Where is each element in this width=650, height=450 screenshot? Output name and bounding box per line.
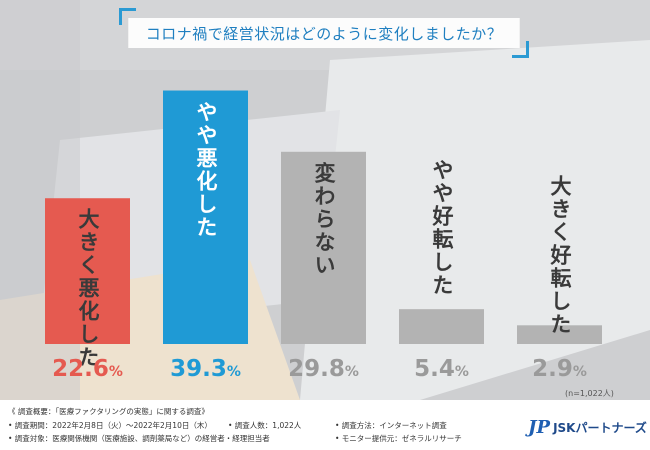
value-label-5: 2.9% [532, 356, 587, 382]
survey-method: • 調査方法：インターネット調査 [335, 421, 447, 430]
value-label-2: 39.3% [170, 356, 241, 382]
brand-logo: JP JSKパートナーズ [528, 417, 647, 438]
category-label-2: やや悪化した [194, 100, 218, 239]
bar-5 [517, 325, 602, 344]
bar-1 [45, 198, 130, 344]
bar-4 [399, 309, 484, 344]
monitor-provider: • モニター提供元：ゼネラルリサーチ [335, 434, 462, 443]
value-label-3: 29.8% [288, 356, 359, 382]
category-label-1: 大きく悪化した [76, 208, 100, 370]
category-label-4: やや好転した [430, 159, 454, 298]
survey-period: • 調査期間：2022年2月8日（火）～2022年2月10日（木） [8, 421, 212, 430]
bar-2 [163, 90, 248, 344]
footer: 《 調査概要：「医療ファクタリングの実態」に関する調査》 • 調査期間：2022… [0, 400, 650, 450]
bar-3 [281, 151, 366, 344]
sample-size-note: (n=1,022人) [565, 389, 614, 398]
survey-target: • 調査対象：医療関係機関（医療施設、調剤薬局など）の経営者・経理担当者 [8, 434, 270, 443]
category-label-5: 大きく好転した [548, 175, 572, 337]
value-label-1: 22.6% [52, 356, 123, 382]
category-label-3: 変わらない [312, 161, 336, 277]
survey-overview: 《 調査概要：「医療ファクタリングの実態」に関する調査》 [8, 407, 209, 416]
title-box: コロナ禍で経営状況はどのように変化しましたか？ [119, 8, 529, 58]
brand-name: JSKパートナーズ [553, 421, 647, 435]
survey-count: • 調査人数：1,022人 [228, 421, 302, 430]
value-label-4: 5.4% [414, 356, 469, 382]
chart-title: コロナ禍で経営状況はどのように変化しましたか？ [145, 24, 503, 43]
brand-mark: JP [528, 417, 551, 438]
